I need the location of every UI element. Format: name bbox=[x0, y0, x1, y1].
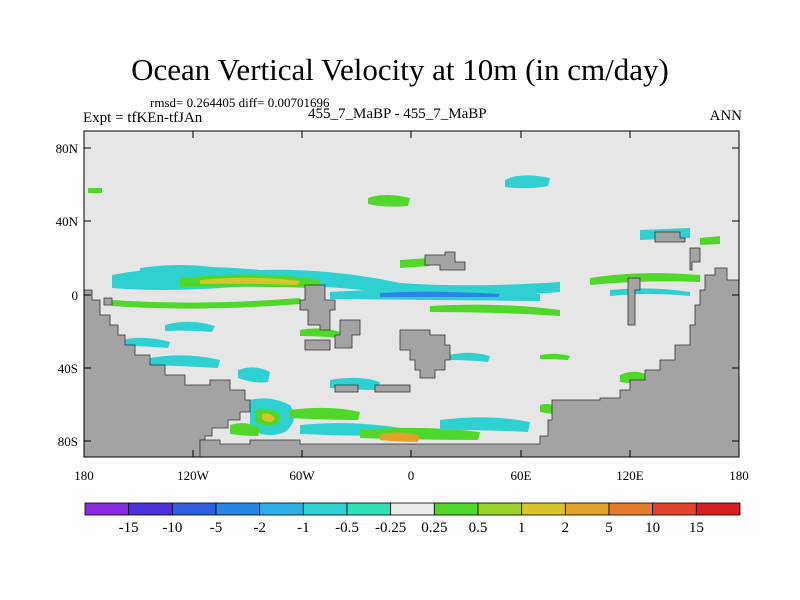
colorbar-label: 0.25 bbox=[421, 520, 447, 536]
map-title: Ocean Vertical Velocity at 10m (in cm/da… bbox=[131, 52, 669, 87]
colorbar-label: 15 bbox=[689, 520, 704, 536]
x-tick-label: 180 bbox=[729, 468, 749, 483]
colorbar-label: -0.25 bbox=[375, 520, 406, 536]
colorbar-label: 0.5 bbox=[469, 520, 488, 536]
colorbar-label: 5 bbox=[605, 520, 613, 536]
colorbar-box bbox=[608, 502, 654, 516]
land-mask bbox=[83, 231, 740, 458]
colorbar-label: -5 bbox=[210, 520, 223, 536]
colorbar-box bbox=[390, 502, 435, 516]
experiment-label: Expt = tfKEn-tfJAn bbox=[83, 110, 203, 126]
colorbar-label: -1 bbox=[297, 520, 310, 536]
x-tick-label: 60E bbox=[511, 468, 532, 483]
colorbar-label: -2 bbox=[253, 520, 266, 536]
colorbar-box bbox=[477, 502, 523, 516]
colorbar-labels: -15 -10 -5 -2 -1 -0.5 -0.25 0.25 0.5 1 2 5 10 15 bbox=[119, 520, 704, 536]
colorbar-box bbox=[128, 502, 173, 516]
colorbar-box bbox=[433, 502, 479, 516]
velocity-contours bbox=[88, 175, 720, 442]
colorbar-label: -10 bbox=[162, 520, 182, 536]
x-tick-label: 180 bbox=[74, 468, 94, 483]
colorbar-box bbox=[259, 502, 304, 516]
colorbar-box bbox=[521, 502, 566, 516]
colorbar-box bbox=[171, 502, 217, 516]
colorbar-label: 1 bbox=[518, 520, 526, 536]
y-tick-marks bbox=[84, 147, 739, 442]
colorbar-box bbox=[564, 502, 610, 516]
y-tick-label: 40N bbox=[56, 214, 79, 229]
colorbar-label: -15 bbox=[119, 520, 139, 536]
colorbar-box bbox=[346, 502, 392, 516]
x-tick-label: 0 bbox=[408, 468, 415, 483]
x-tick-label: 60W bbox=[289, 468, 315, 483]
y-tick-label: 80N bbox=[56, 141, 79, 156]
colorbar-label: 2 bbox=[562, 520, 570, 536]
y-tick-label: 0 bbox=[72, 288, 79, 303]
case-label: 455_7_MaBP - 455_7_MaBP bbox=[308, 106, 487, 122]
y-tick-label: 80S bbox=[58, 434, 78, 449]
colorbar-box bbox=[215, 502, 261, 516]
y-tick-label: 40S bbox=[58, 361, 78, 376]
colorbar-box bbox=[695, 502, 741, 516]
x-tick-marks bbox=[192, 131, 631, 457]
season-label: ANN bbox=[709, 108, 743, 124]
colorbar-box bbox=[652, 502, 697, 516]
colorbar-label: 10 bbox=[645, 520, 660, 536]
colorbar bbox=[84, 502, 741, 516]
x-tick-label: 120W bbox=[177, 468, 210, 483]
colorbar-label: -0.5 bbox=[335, 520, 359, 536]
x-tick-label: 120E bbox=[616, 468, 644, 483]
rmsd-diff-stats: rmsd= 0.264405 diff= 0.00701696 bbox=[150, 95, 330, 110]
colorbar-box bbox=[84, 502, 130, 516]
colorbar-box bbox=[302, 502, 348, 516]
